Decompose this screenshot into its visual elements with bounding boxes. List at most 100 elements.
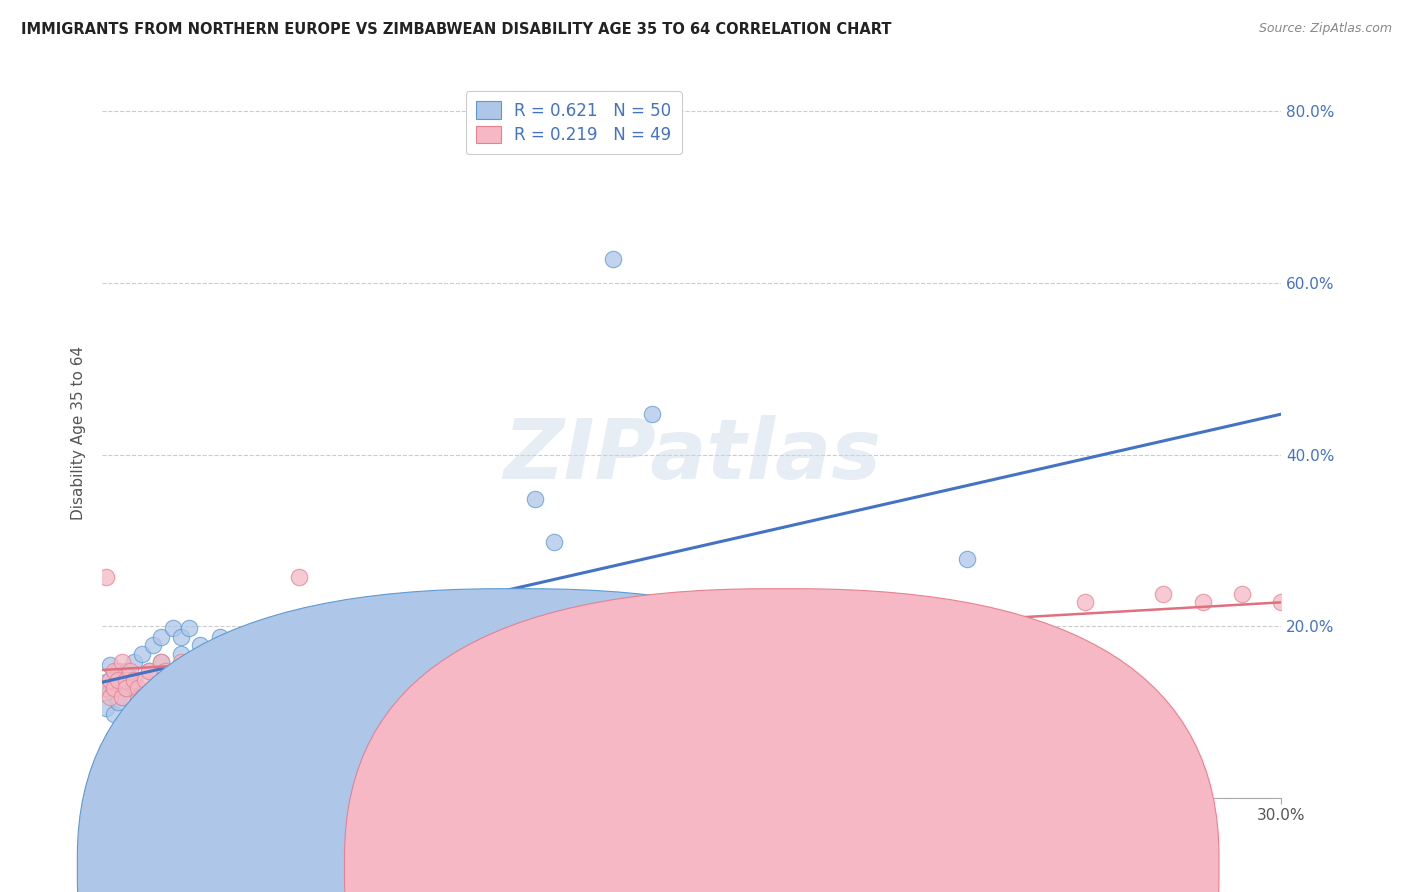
Point bbox=[162, 673, 184, 687]
Point bbox=[307, 630, 329, 644]
Point bbox=[503, 630, 526, 644]
Point bbox=[162, 621, 184, 635]
Point bbox=[170, 630, 193, 644]
Point bbox=[170, 656, 193, 670]
Point bbox=[103, 664, 125, 678]
Point bbox=[114, 681, 136, 696]
Point bbox=[326, 621, 349, 635]
Point bbox=[267, 673, 290, 687]
Text: Immigrants from Northern Europe: Immigrants from Northern Europe bbox=[534, 862, 794, 876]
Point bbox=[142, 638, 165, 652]
Point bbox=[287, 569, 309, 583]
Point bbox=[700, 630, 723, 644]
Point bbox=[107, 695, 129, 709]
Point bbox=[759, 621, 782, 635]
Text: IMMIGRANTS FROM NORTHERN EUROPE VS ZIMBABWEAN DISABILITY AGE 35 TO 64 CORRELATIO: IMMIGRANTS FROM NORTHERN EUROPE VS ZIMBA… bbox=[21, 22, 891, 37]
Point bbox=[681, 604, 703, 618]
Point bbox=[1230, 587, 1253, 601]
Point bbox=[107, 664, 129, 678]
Point bbox=[118, 664, 141, 678]
Point bbox=[190, 656, 212, 670]
Point bbox=[256, 647, 278, 661]
Point bbox=[366, 630, 388, 644]
Point bbox=[1074, 595, 1097, 609]
Point bbox=[405, 630, 427, 644]
Point bbox=[759, 613, 782, 627]
Point bbox=[114, 664, 136, 678]
Point bbox=[98, 683, 121, 698]
Point bbox=[150, 656, 173, 670]
Point bbox=[134, 673, 156, 687]
Point bbox=[98, 673, 121, 687]
Point bbox=[150, 656, 173, 670]
Point bbox=[94, 701, 117, 715]
Point bbox=[326, 647, 349, 661]
Point bbox=[131, 647, 153, 661]
Point bbox=[1153, 587, 1175, 601]
Point bbox=[122, 656, 145, 670]
Point bbox=[287, 664, 309, 678]
Point bbox=[877, 595, 900, 609]
Point bbox=[249, 656, 271, 670]
Point bbox=[103, 706, 125, 721]
Point bbox=[405, 604, 427, 618]
Point bbox=[444, 621, 467, 635]
Point bbox=[190, 664, 212, 678]
Point bbox=[956, 604, 979, 618]
Point bbox=[122, 681, 145, 696]
Text: ZIPatlas: ZIPatlas bbox=[503, 415, 880, 496]
Point bbox=[150, 630, 173, 644]
Point bbox=[267, 656, 290, 670]
Point bbox=[114, 681, 136, 696]
Point bbox=[562, 630, 585, 644]
Point bbox=[170, 647, 193, 661]
Point bbox=[98, 690, 121, 704]
Point bbox=[103, 681, 125, 696]
Point bbox=[122, 673, 145, 687]
Point bbox=[641, 407, 664, 421]
Point bbox=[177, 673, 200, 687]
Point bbox=[229, 664, 252, 678]
Point bbox=[94, 569, 117, 583]
Point bbox=[956, 552, 979, 566]
Point bbox=[366, 638, 388, 652]
Point bbox=[94, 681, 117, 696]
Y-axis label: Disability Age 35 to 64: Disability Age 35 to 64 bbox=[72, 346, 86, 520]
Point bbox=[602, 630, 624, 644]
Point bbox=[444, 621, 467, 635]
Point bbox=[111, 690, 134, 704]
Point bbox=[1309, 706, 1331, 721]
Point bbox=[118, 673, 141, 687]
Point bbox=[602, 252, 624, 266]
Point bbox=[346, 630, 368, 644]
Legend: R = 0.621   N = 50, R = 0.219   N = 49: R = 0.621 N = 50, R = 0.219 N = 49 bbox=[467, 92, 682, 154]
Point bbox=[1270, 595, 1292, 609]
Text: Source: ZipAtlas.com: Source: ZipAtlas.com bbox=[1258, 22, 1392, 36]
Point bbox=[114, 673, 136, 687]
Point bbox=[107, 673, 129, 687]
Text: Zimbabweans: Zimbabweans bbox=[801, 862, 908, 876]
Point bbox=[249, 647, 271, 661]
Point bbox=[177, 621, 200, 635]
Point bbox=[111, 673, 134, 687]
Point bbox=[103, 681, 125, 696]
Point bbox=[543, 535, 565, 549]
Point bbox=[523, 621, 546, 635]
Point bbox=[307, 652, 329, 666]
Point bbox=[153, 664, 176, 678]
Point bbox=[98, 658, 121, 673]
Point bbox=[209, 630, 232, 644]
Point bbox=[523, 492, 546, 507]
Point bbox=[346, 630, 368, 644]
Point bbox=[138, 664, 160, 678]
Point bbox=[190, 638, 212, 652]
Point bbox=[201, 656, 224, 670]
Point bbox=[127, 681, 149, 696]
Point bbox=[131, 690, 153, 704]
Point bbox=[484, 630, 506, 644]
Point bbox=[209, 673, 232, 687]
Point bbox=[1191, 595, 1213, 609]
Point bbox=[484, 630, 506, 644]
Point bbox=[111, 690, 134, 704]
Point bbox=[201, 643, 224, 657]
